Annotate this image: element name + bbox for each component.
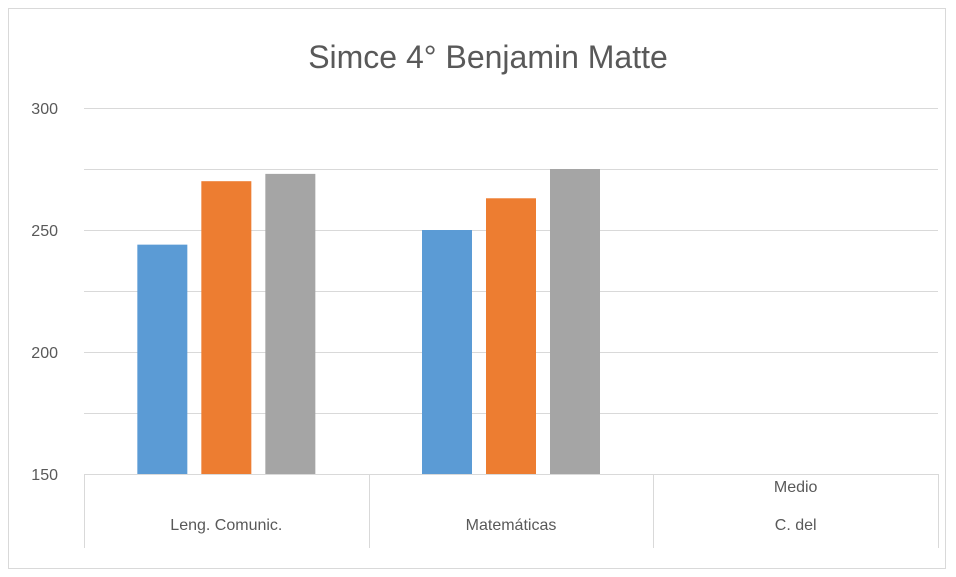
- bar: [422, 230, 472, 474]
- bar: [550, 169, 600, 474]
- bar: [137, 244, 188, 474]
- chart-title: Simce 4° Benjamin Matte: [308, 39, 668, 75]
- y-tick-label: 250: [31, 223, 58, 240]
- bar: [201, 181, 252, 474]
- category-label: Leng. Comunic.: [170, 517, 282, 534]
- bars: [137, 169, 600, 474]
- bar: [486, 198, 536, 474]
- y-tick-label: 150: [31, 467, 58, 484]
- category-label: Matemáticas: [466, 517, 557, 534]
- y-tick-label: 300: [31, 101, 58, 118]
- y-axis-tick-labels: 150 200 250 300: [31, 101, 58, 484]
- bar: [265, 173, 316, 474]
- category-label: Medio: [774, 479, 818, 496]
- category-axis: Leng. Comunic. Matemáticas Medio C. del: [84, 474, 939, 548]
- y-tick-label: 200: [31, 345, 58, 362]
- category-label: C. del: [775, 517, 817, 534]
